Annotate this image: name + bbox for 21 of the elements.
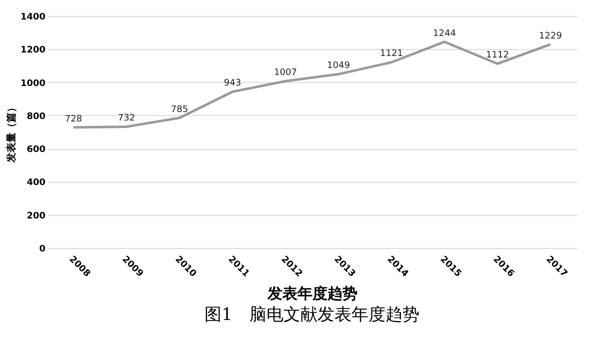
data-label: 1244 — [433, 28, 456, 39]
y-tick-label: 1000 — [20, 78, 46, 89]
data-label: 1112 — [486, 50, 509, 61]
data-label: 785 — [170, 104, 188, 115]
y-tick-label: 1400 — [20, 12, 46, 22]
y-axis-title: 发表量（篇） — [5, 102, 18, 164]
y-tick-label: 800 — [26, 112, 46, 122]
y-tick-label: 600 — [26, 145, 46, 156]
data-label: 1121 — [380, 49, 403, 60]
data-label: 1229 — [539, 31, 562, 42]
y-tick-label: 1200 — [20, 46, 46, 56]
data-label: 1049 — [327, 61, 350, 72]
data-label: 732 — [118, 114, 136, 124]
data-label: 943 — [224, 78, 242, 89]
y-tick-label: 400 — [26, 178, 46, 188]
data-label: 1007 — [274, 68, 297, 78]
x-axis-title: 发表年度趋势 — [266, 284, 358, 303]
caption: 图1 脑电文献发表年度趋势 — [204, 305, 420, 326]
y-tick-label: 0 — [39, 244, 46, 254]
y-tick-label: 200 — [26, 211, 46, 222]
data-label: 728 — [64, 114, 82, 124]
